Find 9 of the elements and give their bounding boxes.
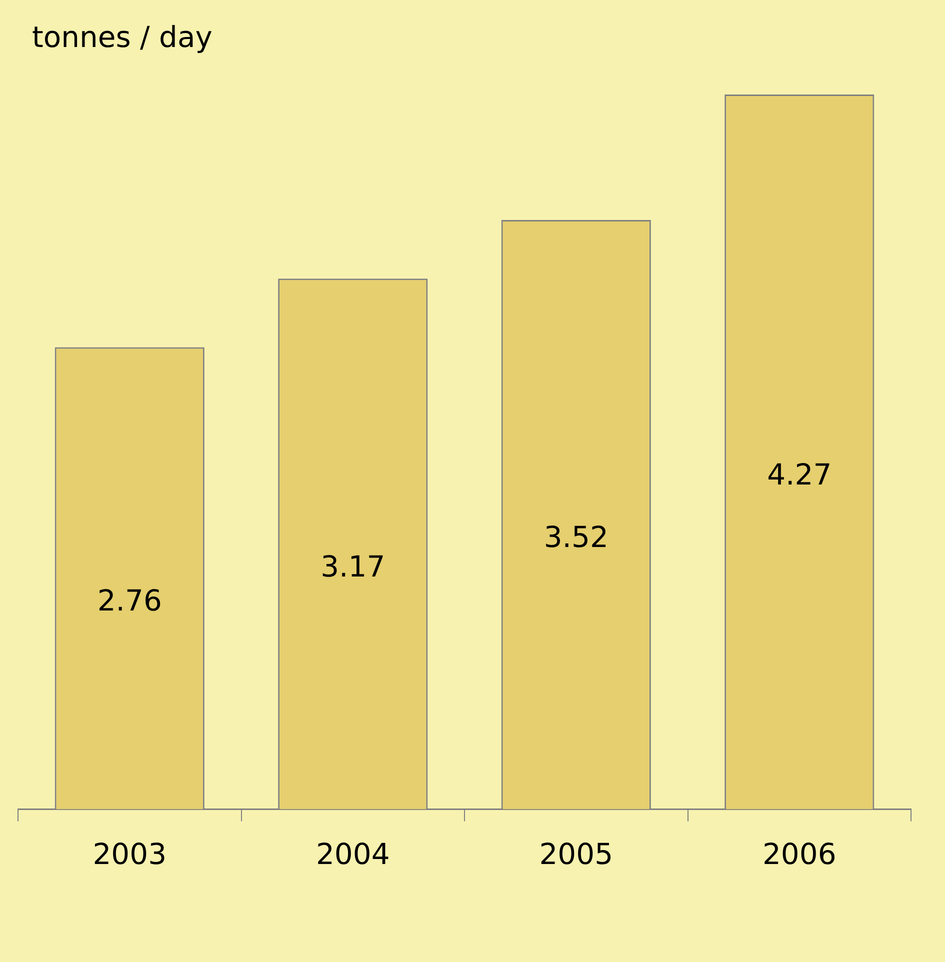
y-axis-title: tonnes / day <box>32 20 212 54</box>
data-label: 3.17 <box>320 549 386 584</box>
x-tick-label: 2003 <box>92 837 167 872</box>
data-label: 2.76 <box>97 584 162 618</box>
x-tick-label: 2004 <box>316 837 390 872</box>
data-label: 3.52 <box>544 520 608 554</box>
x-tick-label: 2006 <box>762 837 836 872</box>
data-label: 4.27 <box>767 457 832 492</box>
x-tick-label: 2005 <box>539 837 614 872</box>
